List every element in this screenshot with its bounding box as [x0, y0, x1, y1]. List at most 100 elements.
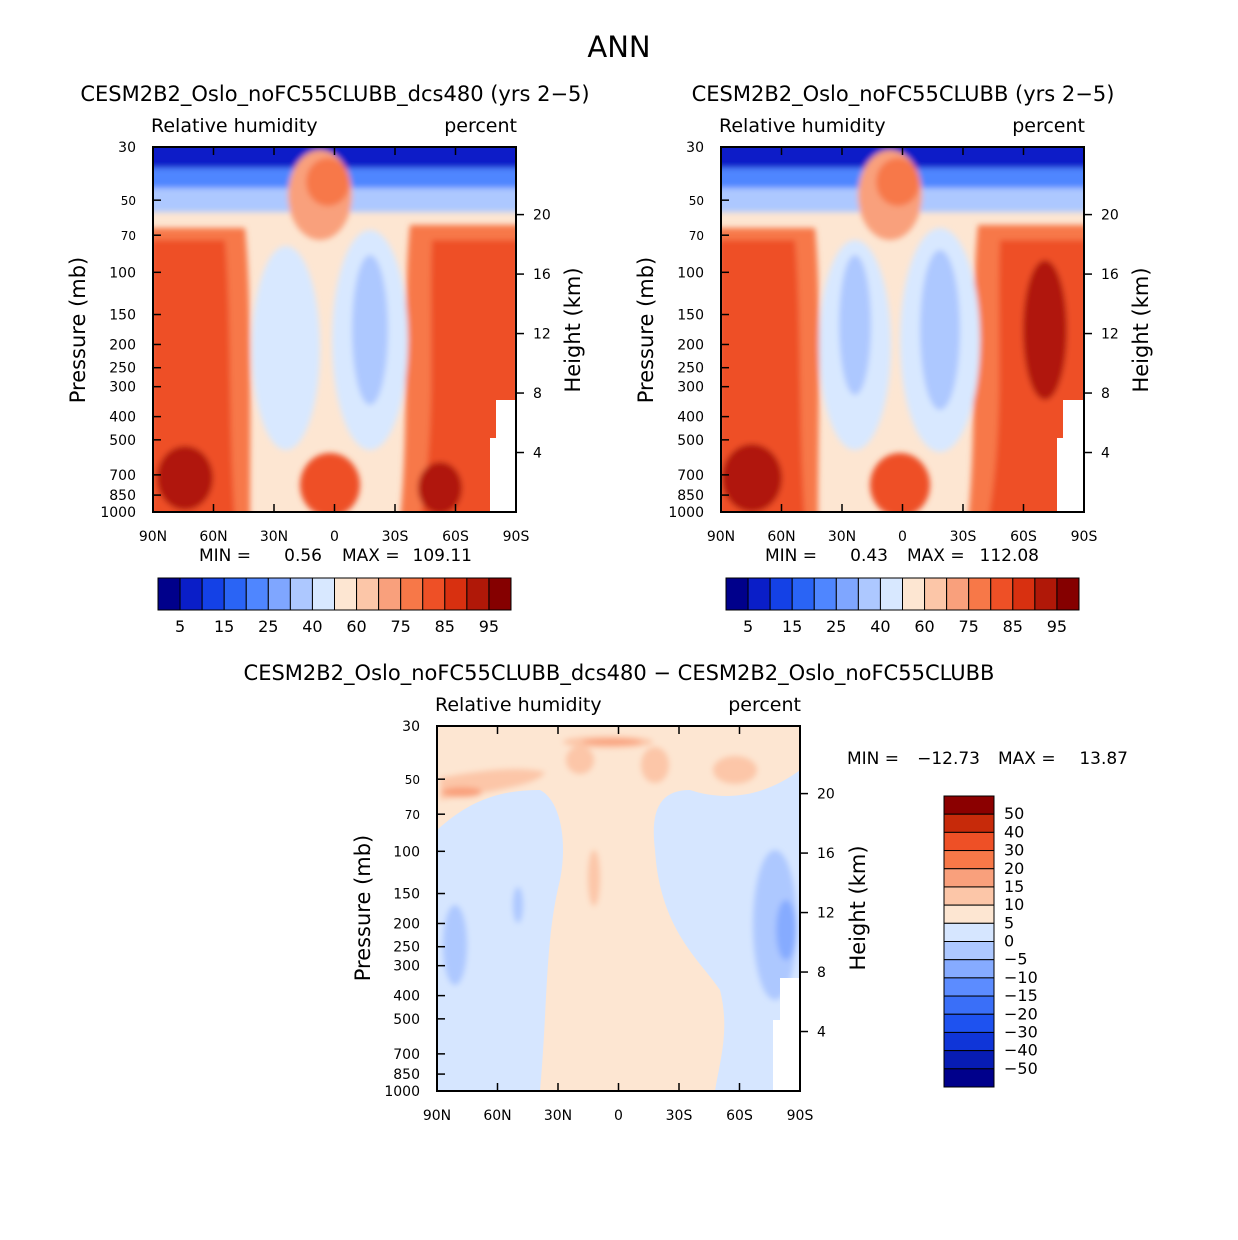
field-nh-negative-2 [513, 887, 523, 923]
panel-units: percent [1012, 115, 1085, 137]
field-eq-plume-core [876, 158, 920, 206]
colorbar-swatch [946, 577, 970, 611]
y-tick-label: 700 [393, 1047, 420, 1063]
colorbar-label: 10 [1004, 895, 1024, 914]
field-nh-moister [153, 240, 235, 512]
colorbar-swatch [943, 831, 995, 852]
field-sh-negative [753, 850, 797, 1000]
x-tick-label: 30N [544, 1108, 572, 1124]
colorbar-label: 25 [826, 617, 846, 636]
height-tick-label: 4 [817, 1025, 826, 1041]
y-tick-label: 500 [109, 433, 136, 449]
colorbar-swatch [245, 577, 269, 611]
colorbar-label: 25 [258, 617, 278, 636]
colorbar-swatch [943, 850, 995, 870]
x-axis: 90N 60N 30N 0 30S 60S 90S [707, 147, 1097, 545]
colorbar-swatch [1056, 577, 1080, 611]
y-tick-label: 70 [689, 229, 704, 243]
y-tick-label: 300 [109, 380, 136, 396]
field-midlevel-positive [588, 850, 600, 906]
max-value: 112.08 [980, 546, 1039, 566]
y-tick-label: 100 [677, 265, 704, 281]
field-nh-dry-zone [252, 246, 320, 450]
colorbar-swatch [747, 577, 771, 611]
colorbar-label: 75 [391, 617, 411, 636]
height-tick-label: 8 [1101, 386, 1110, 402]
y-tick-label: 400 [109, 410, 136, 426]
height-axis: 20 16 12 8 4 [800, 787, 835, 1041]
x-tick-label: 0 [614, 1108, 623, 1124]
y-tick-label: 30 [118, 140, 136, 156]
x-tick-label: 30S [950, 529, 977, 545]
colorbar-label: 5 [1004, 913, 1014, 932]
colorbar-swatch [769, 577, 793, 611]
min-label: MIN = [765, 546, 817, 566]
colorbar-swatch [223, 577, 247, 611]
colorbar-swatch [902, 577, 926, 611]
y-tick-label: 250 [677, 361, 704, 377]
colorbar-swatch [943, 1068, 995, 1088]
y-tick-label: 70 [121, 229, 136, 243]
y-tick-label: 250 [109, 361, 136, 377]
field-missing-topography [1063, 400, 1084, 512]
height-tick-label: 20 [1101, 208, 1119, 224]
colorbar-swatch [201, 577, 225, 611]
x-tick-label: 60S [1010, 529, 1037, 545]
colorbar-label: −5 [1004, 950, 1028, 969]
y-axis-label: Pressure (mb) [634, 257, 658, 404]
field-missing-edge [773, 1020, 780, 1091]
colorbar-swatch [943, 1013, 995, 1033]
y-tick-label: 500 [393, 1012, 420, 1028]
field-tropopause-core [582, 739, 642, 745]
field-sh-negative-core [776, 900, 796, 960]
colorbar-label: 5 [175, 617, 185, 636]
colorbar-swatch [378, 577, 402, 611]
x-tick-label: 30N [828, 529, 856, 545]
x-axis: 90N 60N 30N 0 30S 60S 90S [139, 147, 530, 545]
colorbar-label: 20 [1004, 859, 1024, 878]
colorbar-swatch [943, 795, 995, 815]
x-tick-label: 90S [503, 529, 530, 545]
colorbar-swatch [791, 577, 815, 611]
x-tick-label: 60N [483, 1108, 511, 1124]
max-label: MAX = [342, 546, 400, 566]
panel-units: percent [728, 694, 801, 716]
colorbar-label: 50 [1004, 804, 1024, 823]
y-tick-label: 200 [677, 337, 704, 353]
colorbar-label: 0 [1004, 932, 1014, 951]
x-tick-label: 90N [139, 529, 167, 545]
panel-diff: CESM2B2_Oslo_noFC55CLUBB_dcs480 − CESM2B… [244, 661, 1128, 1124]
colorbar-swatch [466, 577, 490, 611]
colorbar-label: 15 [782, 617, 802, 636]
y-tick-label: 400 [393, 989, 420, 1005]
colorbar-label: −10 [1004, 968, 1038, 987]
y-tick-label: 150 [393, 887, 420, 903]
x-axis: 90N 60N 30N 0 30S 60S 90S [423, 726, 813, 1124]
x-tick-label: 60N [199, 529, 227, 545]
colorbar-label: −50 [1004, 1059, 1038, 1078]
colorbar-swatch [444, 577, 468, 611]
colorbar-label: −15 [1004, 986, 1038, 1005]
height-tick-label: 12 [533, 327, 551, 343]
field-eq-plume-core [306, 158, 350, 206]
colorbar-label: 60 [914, 617, 934, 636]
colorbar-swatch [422, 577, 446, 611]
y-tick-label: 150 [677, 308, 704, 324]
y-axis-label: Pressure (mb) [351, 835, 375, 982]
colorbar-swatch [943, 922, 995, 942]
contour-field [437, 726, 800, 1091]
colorbar-swatch [311, 577, 335, 611]
colorbar-swatch [488, 577, 512, 611]
y-tick-label: 300 [677, 380, 704, 396]
y-tick-label: 150 [109, 308, 136, 324]
colorbar-swatch [157, 577, 181, 611]
panel-test: CESM2B2_Oslo_noFC55CLUBB_dcs480 (yrs 2−5… [66, 82, 590, 636]
max-label: MAX = [998, 749, 1056, 769]
y-tick-label: 100 [109, 265, 136, 281]
colorbar-swatch [943, 904, 995, 924]
field-nh-negative [443, 905, 467, 985]
panel-variable: Relative humidity [719, 115, 886, 137]
